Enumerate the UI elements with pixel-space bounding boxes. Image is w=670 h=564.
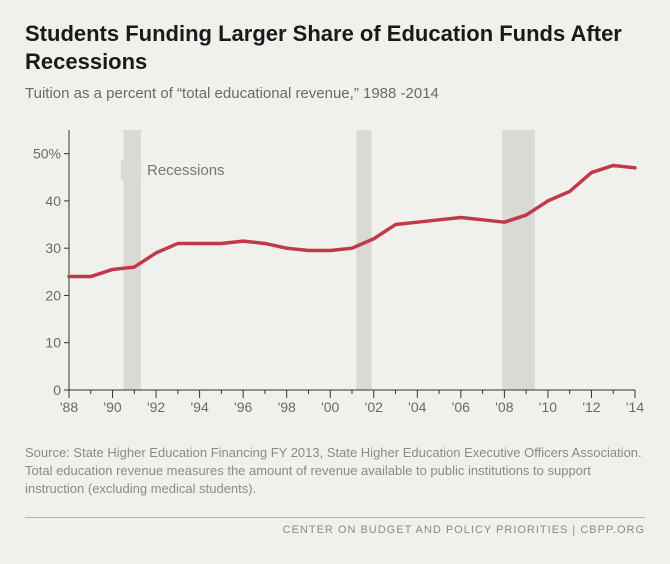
svg-text:'90: '90 bbox=[103, 399, 121, 415]
svg-text:'92: '92 bbox=[147, 399, 165, 415]
svg-text:'00: '00 bbox=[321, 399, 339, 415]
svg-text:50%: 50% bbox=[33, 146, 61, 162]
svg-text:20: 20 bbox=[45, 287, 61, 303]
svg-text:'08: '08 bbox=[495, 399, 513, 415]
footer-attribution: CENTER ON BUDGET AND POLICY PRIORITIES |… bbox=[25, 524, 645, 536]
svg-text:'88: '88 bbox=[60, 399, 78, 415]
legend: Recessions bbox=[121, 160, 225, 180]
svg-text:'98: '98 bbox=[278, 399, 296, 415]
footer-divider bbox=[25, 517, 645, 518]
legend-label: Recessions bbox=[147, 162, 225, 179]
source-note: Source: State Higher Education Financing… bbox=[25, 444, 645, 499]
chart-title: Students Funding Larger Share of Educati… bbox=[25, 20, 645, 75]
svg-text:30: 30 bbox=[45, 240, 61, 256]
svg-text:'94: '94 bbox=[190, 399, 208, 415]
chart-container: 0 10 20 30 40 50% '88 '90 '92 '94 '96 '98 '00 '02 '04 '… bbox=[25, 120, 645, 430]
svg-text:'04: '04 bbox=[408, 399, 426, 415]
svg-text:'02: '02 bbox=[365, 399, 383, 415]
chart-subtitle: Tuition as a percent of “total education… bbox=[25, 85, 645, 102]
line-chart: 0 10 20 30 40 50% '88 '90 '92 '94 '96 '98 '00 '02 '04 '… bbox=[25, 120, 645, 420]
svg-text:'10: '10 bbox=[539, 399, 557, 415]
svg-text:10: 10 bbox=[45, 335, 61, 351]
svg-text:'96: '96 bbox=[234, 399, 252, 415]
svg-text:'06: '06 bbox=[452, 399, 470, 415]
legend-swatch bbox=[121, 160, 141, 180]
svg-text:0: 0 bbox=[53, 382, 61, 398]
svg-text:40: 40 bbox=[45, 193, 61, 209]
svg-text:'14: '14 bbox=[626, 399, 644, 415]
svg-text:'12: '12 bbox=[582, 399, 600, 415]
